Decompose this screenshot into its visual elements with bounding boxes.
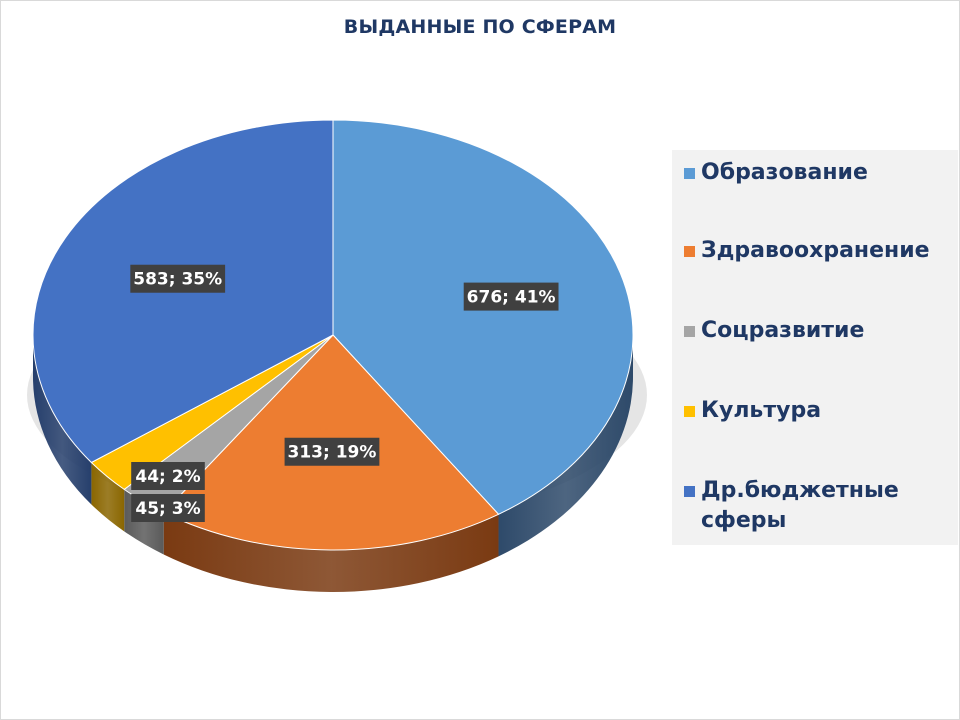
legend-swatch <box>684 486 695 497</box>
legend-item: Культура <box>684 396 949 426</box>
data-label-образование: 676; 41% <box>463 282 559 311</box>
svg-text:313; 19%: 313; 19% <box>288 443 377 463</box>
legend-item: Здравоохранение <box>684 236 949 266</box>
pie-side-здравоохранение <box>163 512 499 592</box>
legend-swatch <box>684 168 695 179</box>
legend-swatch <box>684 326 695 337</box>
legend-swatch <box>684 246 695 257</box>
pie-side-др-бюджетные-сферы <box>33 335 92 505</box>
legend-label: Здравоохранение <box>701 238 930 263</box>
legend-swatch <box>684 406 695 417</box>
legend-item: Соцразвитие <box>684 316 949 346</box>
legend-label: Культура <box>701 398 822 423</box>
pie-side-культура <box>91 462 125 532</box>
svg-text:45; 3%: 45; 3% <box>135 499 200 519</box>
svg-text:676; 41%: 676; 41% <box>467 288 556 308</box>
legend-label: Образование <box>701 160 868 185</box>
pie-side-образование <box>498 335 633 557</box>
legend-label: Др.бюджетные сферы <box>701 478 899 533</box>
legend-item: Др.бюджетные сферы <box>684 476 949 536</box>
svg-text:44; 2%: 44; 2% <box>135 467 200 487</box>
data-label-соцразвитие: 45; 3% <box>131 494 205 522</box>
data-label-др-бюджетные-сферы: 583; 35% <box>130 264 226 293</box>
chart-title: ВЫДАННЫЕ ПО СФЕРАМ <box>343 16 617 38</box>
legend-label: Соцразвитие <box>701 318 865 343</box>
svg-text:583; 35%: 583; 35% <box>133 270 222 290</box>
legend: Образование Здравоохранение Соцразвитие Кул… <box>672 150 958 545</box>
data-label-здравоохранение: 313; 19% <box>284 437 380 466</box>
legend-item: Образование <box>684 158 949 188</box>
data-label-культура: 44; 2% <box>131 462 205 490</box>
